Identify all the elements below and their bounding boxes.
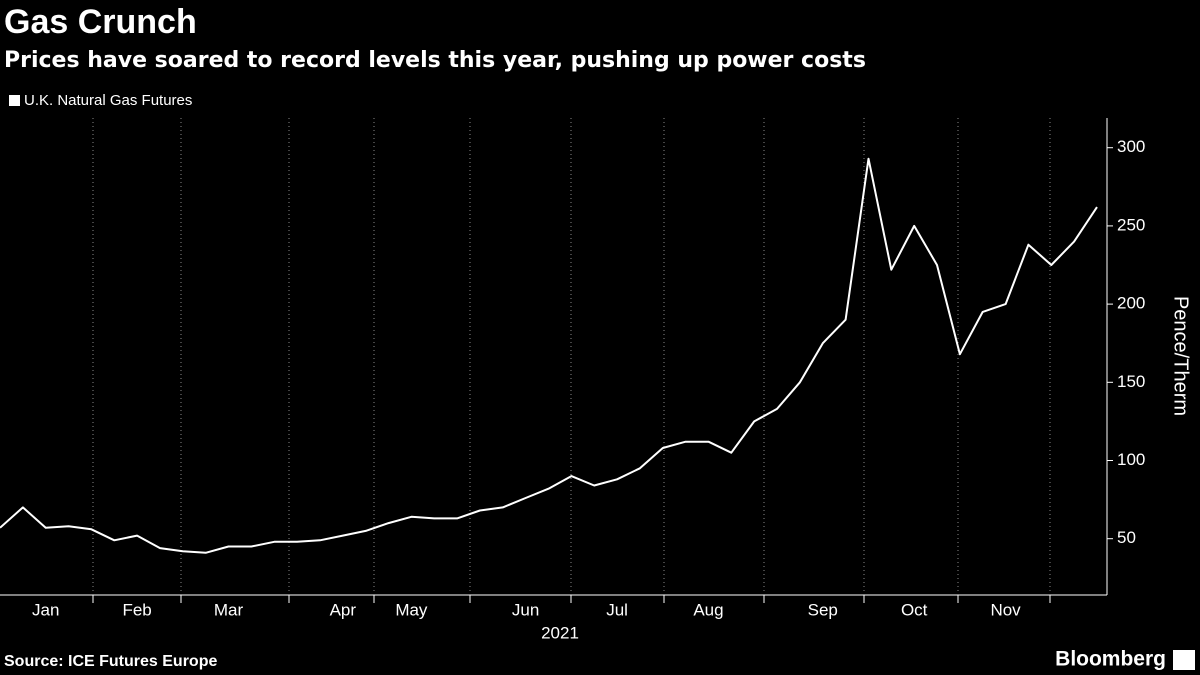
x-tick-label: Jul: [606, 600, 628, 619]
chart-title: Gas Crunch: [4, 3, 197, 41]
x-tick-label: Feb: [122, 600, 151, 619]
x-tick-label: Apr: [330, 600, 357, 619]
y-tick-label: 50: [1117, 528, 1136, 547]
x-tick-label: Sep: [808, 600, 838, 619]
data-line: [0, 157, 1098, 554]
x-tick-label: Oct: [901, 600, 928, 619]
x-tick-label: Jan: [32, 600, 59, 619]
legend-label: U.K. Natural Gas Futures: [24, 92, 192, 109]
chart-subtitle: Prices have soared to record levels this…: [4, 48, 866, 73]
x-tick-label: May: [395, 600, 428, 619]
x-axis-title: 2021: [541, 623, 579, 642]
y-tick-label: 250: [1117, 215, 1145, 234]
y-axis-title: Pence/Therm: [1170, 296, 1192, 416]
y-tick-label: 200: [1117, 294, 1145, 313]
x-tick-label: Jun: [512, 600, 539, 619]
brand-icon: [1173, 650, 1195, 670]
x-tick-label: Aug: [693, 600, 723, 619]
y-tick-label: 150: [1117, 372, 1145, 391]
legend-swatch: [9, 95, 20, 106]
y-tick-label: 100: [1117, 450, 1145, 469]
x-tick-label: Mar: [214, 600, 244, 619]
x-tick-label: Nov: [990, 600, 1021, 619]
source: Source: ICE Futures Europe: [4, 653, 217, 670]
y-tick-label: 300: [1117, 137, 1145, 156]
brand: Bloomberg: [1055, 648, 1166, 671]
